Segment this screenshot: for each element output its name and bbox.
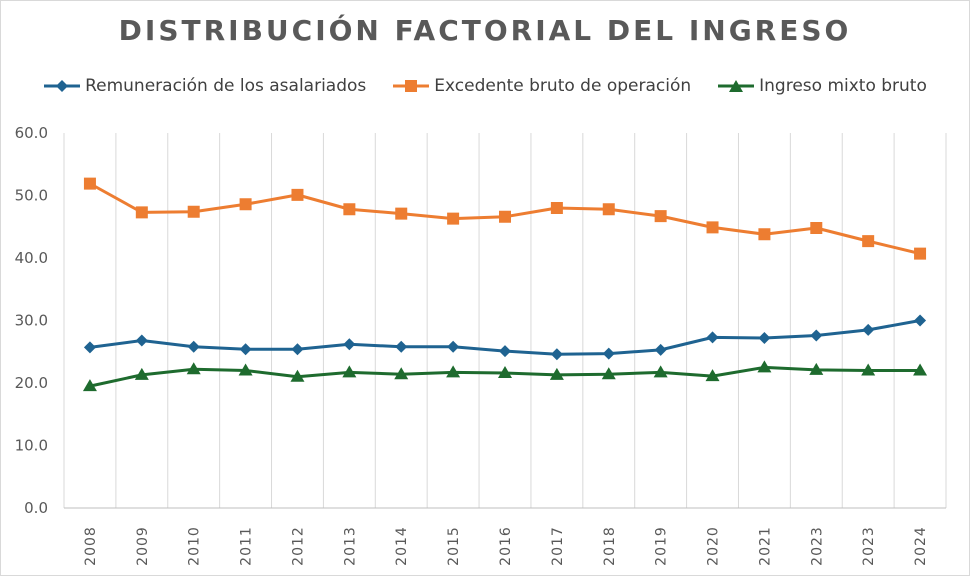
legend-label-remuneracion: Remuneración de los asalariados: [85, 76, 367, 96]
x-tick-label: 2021: [757, 526, 773, 566]
legend-label-ingreso-mixto: Ingreso mixto bruto: [759, 76, 927, 96]
data-point-square: [706, 221, 719, 234]
data-point-diamond: [239, 343, 252, 356]
data-point-diamond: [914, 314, 927, 327]
data-point-triangle: [342, 365, 357, 378]
x-tick-label: 2020: [706, 526, 722, 566]
data-point-triangle: [601, 367, 616, 380]
y-tick-label: 40.0: [15, 249, 48, 267]
data-point-triangle: [757, 360, 772, 373]
data-point-triangle: [238, 363, 253, 376]
data-point-diamond: [862, 323, 875, 336]
data-point-diamond: [395, 340, 408, 353]
data-point-square: [239, 198, 252, 211]
data-point-triangle: [861, 363, 876, 376]
data-point-triangle: [290, 369, 305, 382]
x-tick-label: 2023: [861, 526, 877, 566]
data-point-triangle: [705, 369, 720, 382]
data-point-square: [810, 222, 823, 234]
data-point-triangle: [653, 365, 668, 378]
y-tick-label: 20.0: [15, 374, 48, 392]
legend-item-remuneracion: Remuneración de los asalariados: [43, 76, 366, 96]
data-point-diamond: [343, 338, 356, 351]
data-point-diamond: [810, 329, 823, 342]
x-tick-label: 2018: [602, 526, 618, 566]
data-point-square: [758, 228, 771, 241]
y-tick-label: 30.0: [15, 312, 48, 330]
legend-marker-square-icon: [393, 80, 430, 92]
x-tick-label: 2011: [239, 526, 255, 566]
data-point-triangle: [809, 362, 824, 375]
data-point-diamond: [291, 343, 304, 356]
data-point-diamond: [706, 331, 719, 344]
x-tick-label: 2024: [913, 526, 929, 566]
legend-marker-triangle-icon: [718, 80, 755, 92]
legend-item-excedente: Excedente bruto de operación: [392, 76, 691, 96]
data-point-square: [395, 207, 408, 220]
data-point-triangle: [913, 363, 928, 376]
legend-label-excedente: Excedente bruto de operación: [434, 76, 692, 96]
y-tick-label: 50.0: [15, 187, 48, 205]
y-tick-label: 0.0: [24, 499, 48, 517]
data-point-square: [187, 205, 200, 218]
x-tick-label: 2023: [809, 526, 825, 566]
x-tick-label: 2013: [342, 526, 358, 566]
data-point-triangle: [82, 379, 97, 392]
chart-legend: Remuneración de los asalariados Excedent…: [0, 76, 970, 96]
x-tick-label: 2015: [446, 526, 462, 566]
data-point-square: [447, 212, 460, 225]
data-point-triangle: [549, 367, 564, 380]
data-point-triangle: [186, 362, 201, 375]
data-point-square: [499, 210, 511, 223]
data-point-diamond: [602, 347, 615, 360]
legend-marker-diamond-icon: [44, 80, 81, 92]
x-tick-label: 2009: [135, 526, 151, 566]
data-point-square: [83, 177, 96, 190]
data-point-diamond: [83, 341, 96, 354]
data-point-square: [550, 202, 563, 214]
x-tick-label: 2010: [187, 526, 203, 566]
data-point-diamond: [550, 348, 563, 361]
x-tick-label: 2012: [290, 526, 306, 566]
data-point-triangle: [498, 366, 512, 378]
chart-title: DISTRIBUCIÓN FACTORIAL DEL INGRESO: [118, 14, 852, 47]
legend-item-ingreso-mixto: Ingreso mixto bruto: [717, 76, 927, 96]
data-point-diamond: [135, 334, 148, 347]
data-point-triangle: [394, 367, 409, 380]
data-point-diamond: [654, 343, 667, 356]
data-point-square: [343, 203, 356, 216]
data-point-square: [914, 247, 927, 260]
data-point-square: [654, 210, 667, 223]
y-tick-label: 60.0: [15, 124, 48, 142]
x-tick-label: 2017: [550, 526, 566, 566]
data-point-triangle: [134, 367, 149, 380]
x-tick-label: 2016: [498, 526, 514, 566]
data-point-diamond: [758, 332, 771, 344]
data-point-square: [291, 188, 304, 201]
data-point-triangle: [446, 365, 461, 378]
x-tick-label: 2014: [394, 526, 410, 566]
data-point-diamond: [187, 340, 200, 353]
x-tick-label: 2019: [654, 526, 670, 566]
data-point-diamond: [499, 345, 511, 358]
data-point-diamond: [447, 340, 460, 353]
data-point-square: [862, 235, 875, 248]
data-point-square: [602, 203, 615, 216]
y-tick-label: 10.0: [15, 437, 48, 455]
x-tick-label: 2008: [83, 526, 99, 566]
data-point-square: [135, 206, 148, 219]
